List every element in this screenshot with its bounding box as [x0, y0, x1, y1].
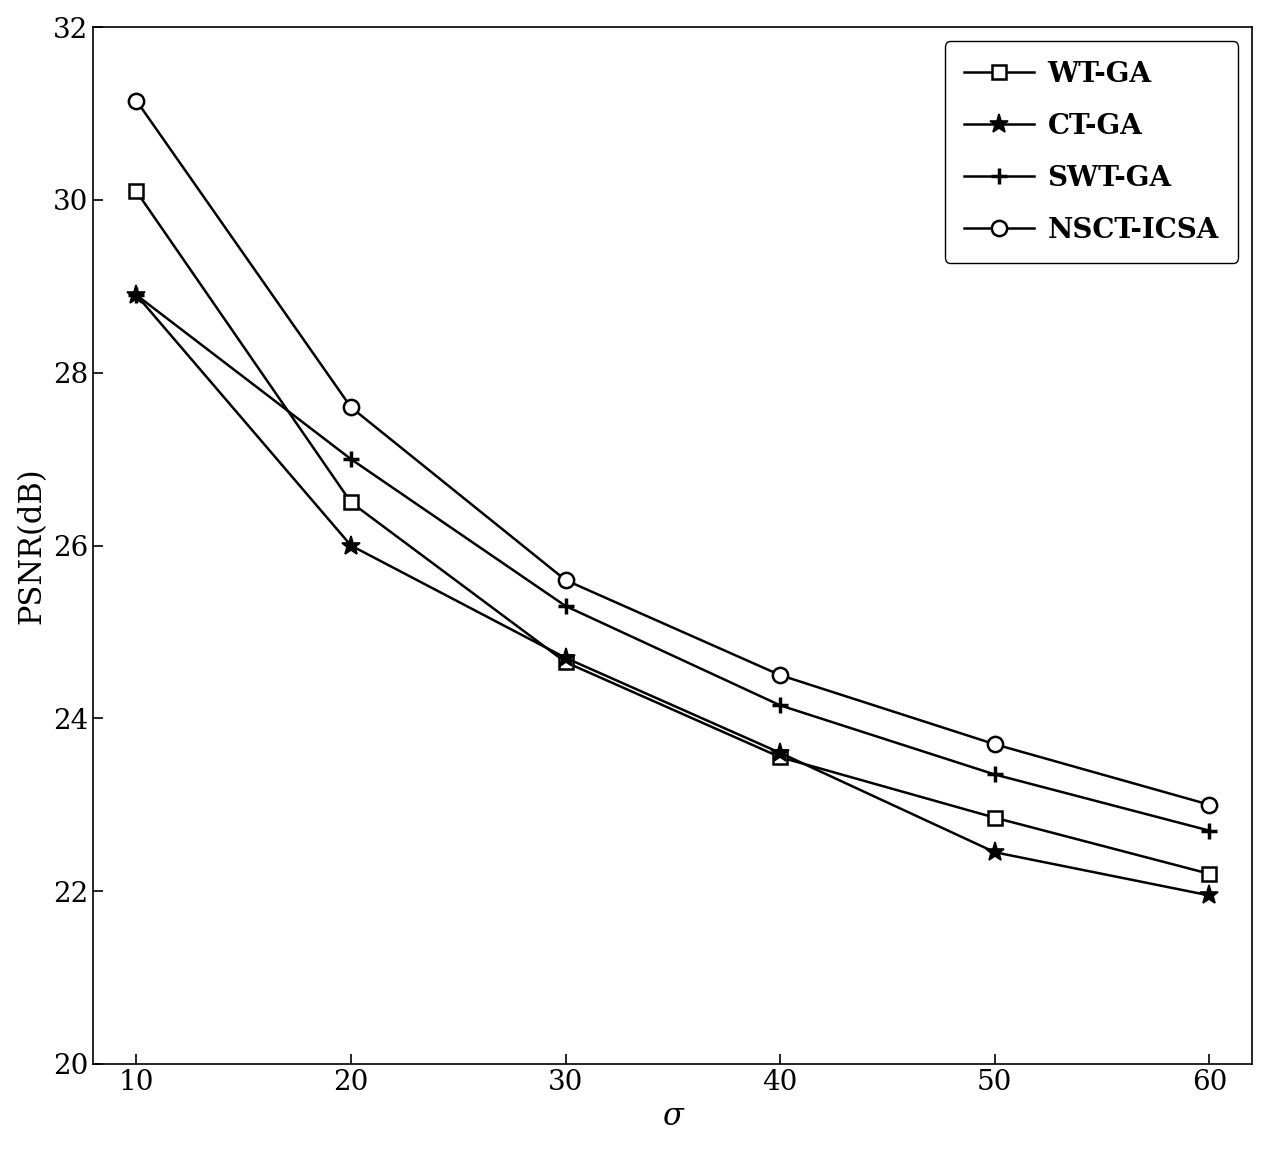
WT-GA: [128, 185, 143, 199]
WT-GA: [558, 655, 574, 669]
CT-GA: [1202, 888, 1217, 902]
WT-GA: [1202, 867, 1217, 881]
Legend: WT-GA, CT-GA, SWT-GA, NSCT-ICSA: WT-GA, CT-GA, SWT-GA, NSCT-ICSA: [945, 41, 1239, 263]
NSCT-ICSA: [987, 738, 1003, 751]
NSCT-ICSA: [128, 94, 143, 108]
CT-GA: [344, 539, 359, 553]
Line: WT-GA: WT-GA: [129, 184, 1217, 881]
CT-GA: [128, 288, 143, 302]
Line: CT-GA: CT-GA: [127, 285, 1220, 905]
SWT-GA: [1202, 824, 1217, 838]
CT-GA: [558, 651, 574, 665]
Line: NSCT-ICSA: NSCT-ICSA: [128, 93, 1217, 812]
SWT-GA: [558, 599, 574, 612]
WT-GA: [773, 750, 788, 764]
CT-GA: [987, 846, 1003, 859]
NSCT-ICSA: [344, 400, 359, 414]
NSCT-ICSA: [773, 669, 788, 683]
SWT-GA: [773, 699, 788, 712]
SWT-GA: [128, 288, 143, 302]
NSCT-ICSA: [1202, 797, 1217, 811]
X-axis label: σ: σ: [662, 1102, 683, 1132]
Y-axis label: PSNR(dB): PSNR(dB): [16, 468, 48, 624]
WT-GA: [987, 811, 1003, 825]
NSCT-ICSA: [558, 573, 574, 587]
WT-GA: [344, 495, 359, 509]
CT-GA: [773, 746, 788, 759]
Line: SWT-GA: SWT-GA: [128, 287, 1217, 839]
SWT-GA: [987, 768, 1003, 781]
SWT-GA: [344, 453, 359, 466]
